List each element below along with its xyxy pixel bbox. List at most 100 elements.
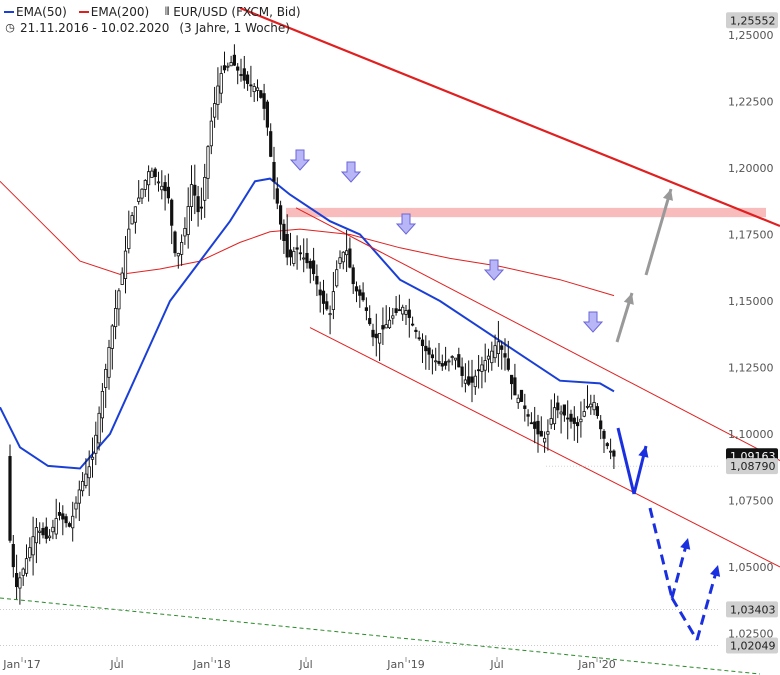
candle-body (407, 309, 411, 318)
candle-body (133, 206, 137, 223)
candle-body (516, 397, 520, 404)
candle-body (460, 366, 464, 376)
grey-scenario-arrow-head (662, 189, 673, 201)
candle-body (371, 329, 375, 338)
blue-scenario-down (616, 427, 636, 495)
candle-body (549, 418, 553, 425)
price-tag-label: 1,25552 (730, 14, 776, 27)
down-arrow-marker (340, 161, 362, 183)
candle-body (533, 421, 537, 429)
price-tag-box (726, 12, 778, 29)
candle-body (447, 360, 451, 363)
x-tick-label: Jul (298, 658, 312, 671)
candle-body (341, 251, 345, 263)
symbol-label: EUR/USD (FXCM, Bid) (173, 5, 301, 19)
candle-body (473, 375, 477, 388)
candle-body (500, 345, 504, 350)
y-tick-label: 1,20000 (728, 162, 774, 175)
y-tick-label: 1,10000 (728, 428, 774, 441)
candle-body (321, 290, 326, 304)
candle-body (183, 228, 187, 237)
candle-body (467, 376, 471, 385)
candle-body (242, 68, 246, 81)
ema50-label: EMA(50) (16, 5, 67, 19)
candle-body (483, 360, 487, 371)
candle-body (189, 184, 194, 207)
candle-body (120, 272, 124, 285)
candle-body (589, 403, 593, 408)
down-arrow-marker (483, 259, 505, 281)
candle-body (193, 184, 197, 196)
candle-body (44, 526, 48, 539)
candle-body (414, 329, 418, 332)
x-tick-label: Jul (109, 658, 123, 671)
candle-body (443, 361, 448, 366)
candle-body (305, 252, 309, 264)
candle-body (123, 250, 128, 279)
candle-body (71, 515, 75, 529)
candle-body (417, 337, 421, 340)
candle-body (146, 171, 151, 186)
candle-body (272, 161, 276, 182)
date-range-label: 21.11.2016 - 10.02.2020 (20, 21, 170, 35)
price-tag-box (726, 601, 778, 618)
y-tick-label: 1,12500 (728, 361, 774, 374)
candle-body (331, 291, 336, 310)
candle-body (140, 188, 144, 199)
candle-body (104, 369, 108, 389)
candle-body (430, 354, 435, 359)
candle-body (54, 518, 58, 535)
candle-body (480, 364, 484, 372)
candle-body (539, 430, 543, 437)
candle-body (34, 527, 39, 544)
candle-body (84, 473, 88, 486)
candle-body (361, 292, 365, 301)
candle-body (255, 87, 260, 91)
candle-body (338, 257, 342, 264)
candle-body (265, 101, 270, 128)
candle-body (506, 358, 510, 370)
candle-body (490, 350, 494, 364)
candle-body (592, 402, 596, 411)
candle-body (262, 93, 266, 109)
interval-label: (3 Jahre, 1 Woche) (179, 21, 290, 35)
ema50-legend[interactable]: EMA(50) (4, 4, 67, 20)
candle-body (282, 223, 286, 242)
blue-dashed-up-head (680, 538, 691, 550)
candle-body (344, 250, 349, 256)
candle-body (137, 197, 141, 202)
down-arrow-marker (395, 213, 417, 235)
candle-body (130, 215, 134, 225)
candle-body (404, 310, 408, 315)
ema200-legend[interactable]: EMA(200) (78, 4, 150, 20)
candle-body (328, 313, 332, 316)
ema200-label: EMA(200) (90, 5, 150, 19)
candle-body (546, 431, 550, 435)
candle-body (74, 502, 78, 510)
candle-body (107, 347, 111, 378)
candle-body (206, 146, 210, 179)
candle-body (64, 516, 68, 524)
candle-body (117, 290, 121, 310)
y-tick-label: 1,22500 (728, 95, 774, 108)
candle-body (572, 417, 576, 424)
candle-body (160, 185, 164, 191)
candle-body (434, 360, 438, 363)
symbol-legend[interactable]: ⫴ EUR/USD (FXCM, Bid) (161, 4, 301, 20)
candle-body (325, 301, 329, 310)
candle-body (153, 168, 157, 177)
candle-body (311, 260, 316, 275)
candle-body (556, 402, 560, 411)
candle-body (576, 422, 580, 427)
candle-body (21, 568, 25, 576)
candle-body (57, 512, 62, 516)
candle-body (222, 65, 227, 71)
price-tag-box (726, 637, 778, 654)
candle-body (150, 170, 154, 178)
candle-body (110, 325, 114, 349)
candle-body (77, 489, 81, 504)
candle-body (387, 319, 392, 329)
candle-body (424, 345, 428, 352)
candle-body (486, 355, 491, 360)
